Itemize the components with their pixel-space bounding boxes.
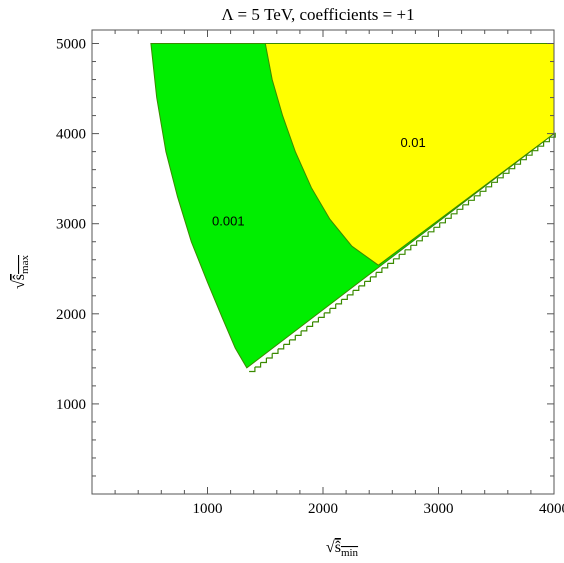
region-label-yellow: 0.01 [400, 135, 425, 150]
x-tick-label: 3000 [424, 501, 454, 517]
x-tick-label: 2000 [308, 501, 338, 517]
y-axis-label: √ŝmax [11, 255, 31, 289]
x-axis-label: √ŝmin [326, 539, 359, 559]
chart-title: Λ = 5 TeV, coefficients = +1 [221, 5, 414, 24]
y-tick-label: 3000 [56, 217, 86, 233]
y-tick-label: 5000 [56, 37, 86, 53]
x-tick-label: 4000 [539, 501, 564, 517]
svg-text:√ŝmin: √ŝmin [326, 539, 359, 559]
ticks-layer: 1000 2000 3000 4000 1000 2000 3000 4000 5000 [56, 30, 564, 517]
region-label-green: 0.001 [212, 214, 245, 229]
x-tick-label: 1000 [193, 501, 223, 517]
region-labels-layer: 0.001 0.01 [212, 135, 426, 228]
y-tick-label: 4000 [56, 127, 86, 143]
y-tick-label: 2000 [56, 307, 86, 323]
y-tick-label: 1000 [56, 397, 86, 413]
regions-layer [150, 43, 556, 373]
svg-text:√ŝmax: √ŝmax [11, 255, 31, 289]
diagonal-staircase-edge [249, 132, 556, 373]
